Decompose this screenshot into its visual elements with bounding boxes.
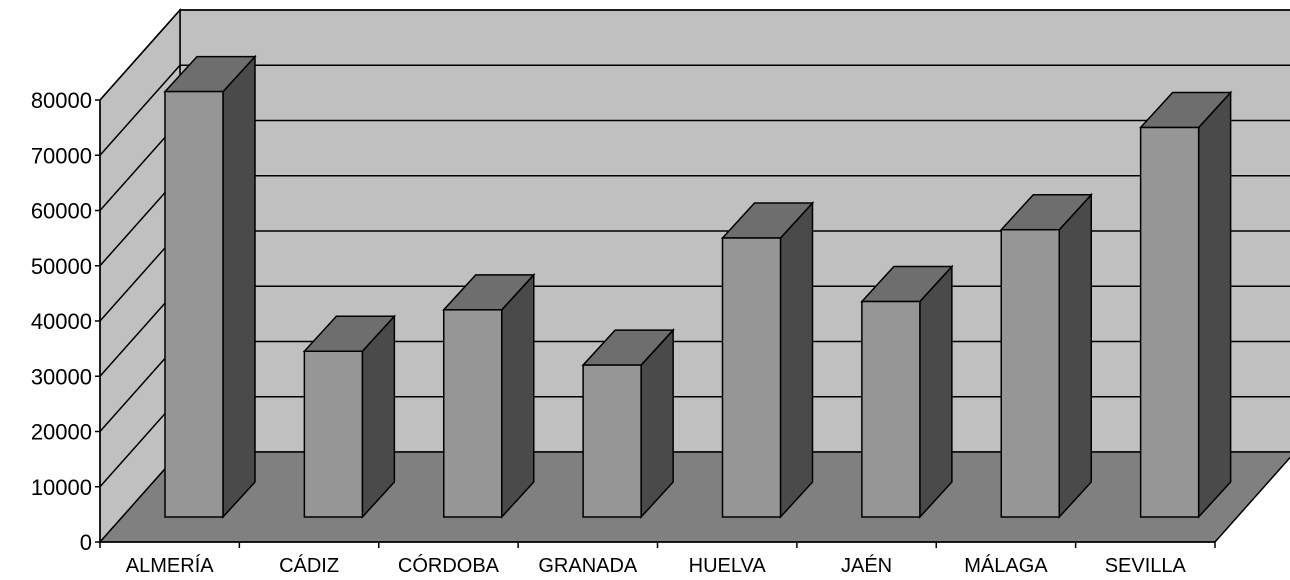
bar-side-face (501, 272, 535, 519)
y-tick-label: 0 (80, 530, 92, 555)
bar (163, 54, 257, 519)
bar-front-face (443, 309, 503, 518)
gridline (99, 9, 1290, 101)
bar-front-face (303, 350, 364, 518)
x-tick-label: ALMERÍA (126, 554, 214, 577)
bar (720, 201, 815, 519)
bar (860, 264, 954, 519)
y-tick-label: 30000 (31, 364, 92, 389)
x-tick-label: SEVILLA (1105, 555, 1187, 577)
bar-side-face (919, 264, 953, 519)
bar (302, 314, 397, 519)
bar (1138, 90, 1233, 519)
bars (163, 54, 1233, 519)
x-tick-label: MÁLAGA (964, 554, 1048, 577)
bar (581, 328, 675, 519)
bar-front-face (1139, 126, 1200, 518)
bar-side-face (1058, 192, 1092, 519)
tick-labels: 0 10000 20000 30000 40000 50000 60000 70000 8000… (31, 88, 1187, 577)
y-tick-label: 20000 (31, 420, 92, 445)
y-tick-label: 70000 (31, 143, 92, 168)
bar-side-face (779, 201, 814, 519)
x-tick-label: HUELVA (689, 555, 767, 577)
x-tick-label: CÓRDOBA (398, 554, 500, 577)
bar-side-face (1197, 90, 1232, 519)
gridline (99, 64, 1290, 156)
chart-walls (98, 8, 1290, 544)
bar-front-face (861, 300, 921, 518)
y-tick-label: 80000 (31, 88, 92, 113)
y-tick-label: 50000 (31, 254, 92, 279)
bar-front-face (721, 237, 782, 518)
bar (999, 192, 1093, 519)
floor (98, 451, 1290, 543)
bar-front-face (582, 364, 642, 518)
y-tick-label: 40000 (31, 309, 92, 334)
x-tick-label: JAÉN (841, 554, 892, 577)
bar-front-face (164, 90, 224, 518)
x-tick-label: GRANADA (538, 555, 638, 577)
y-tick-label: 60000 (31, 199, 92, 224)
bar-front-face (1000, 228, 1060, 518)
axes (95, 99, 1216, 548)
bar (442, 272, 536, 519)
x-tick-label: CÁDIZ (279, 554, 339, 577)
y-tick-label: 10000 (31, 475, 92, 500)
bar-side-face (222, 54, 256, 519)
